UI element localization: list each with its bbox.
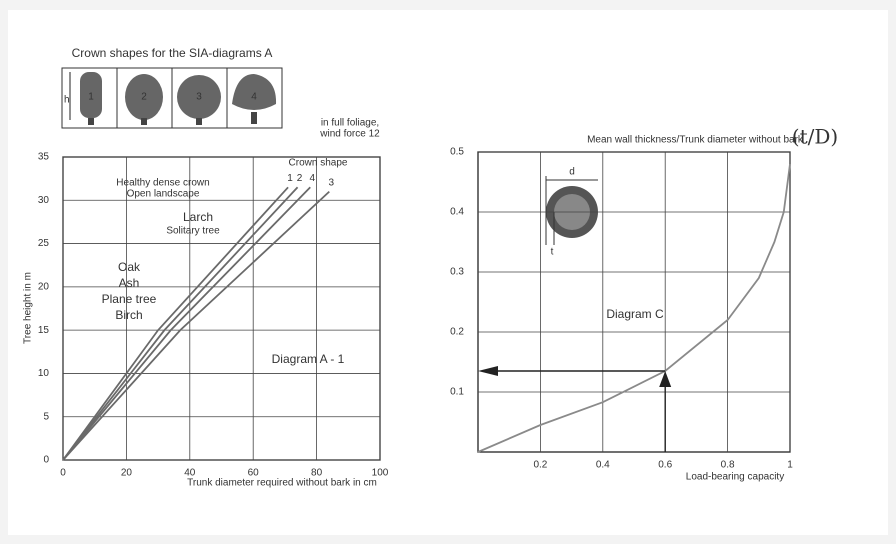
annotation: Birch	[115, 308, 142, 322]
crown-icon	[177, 75, 221, 119]
y-tick-label: 35	[38, 152, 50, 163]
y-tick-label: 30	[38, 195, 50, 206]
arrow-head	[659, 371, 672, 387]
x-axis-title: Trunk diameter required without bark in …	[187, 478, 377, 489]
data-line	[62, 186, 289, 461]
data-line	[62, 186, 311, 461]
crown-number: 3	[196, 92, 202, 103]
y-tick-label: 10	[38, 368, 50, 379]
crown-icon	[232, 74, 277, 110]
chart-title: Mean wall thickness/Trunk diameter witho…	[587, 135, 804, 146]
annotation: Ash	[119, 276, 140, 290]
x-tick-label: 20	[121, 468, 133, 479]
annotation: Plane tree	[102, 292, 157, 306]
x-tick-label: 100	[372, 468, 389, 479]
x-tick-label: 1	[787, 460, 793, 471]
y-tick-label: 0.5	[450, 147, 464, 158]
annotation: in full foliage,	[321, 118, 379, 129]
y-axis-title: Tree height in m	[23, 272, 34, 344]
crown-shape-panel	[61, 67, 283, 129]
x-tick-label: 40	[184, 468, 196, 479]
crown-number: 1	[88, 92, 94, 103]
data-line	[62, 190, 330, 461]
crown-number: 2	[141, 92, 147, 103]
series-label: 4	[309, 173, 315, 184]
x-tick-label: 0	[60, 468, 66, 479]
annotation: Solitary tree	[166, 226, 220, 237]
crown-number: 4	[251, 92, 257, 103]
annotation: Diagram A - 1	[272, 352, 345, 366]
x-tick-label: 0.4	[596, 460, 610, 471]
series-label: 1	[287, 173, 293, 184]
x-axis-title: Load-bearing capacity	[686, 472, 784, 483]
y-tick-label: 0.4	[450, 207, 464, 218]
y-tick-label: 0.3	[450, 267, 464, 278]
x-tick-label: 0.6	[658, 460, 672, 471]
trunk	[88, 118, 94, 125]
trunk	[141, 118, 147, 125]
trunk	[196, 118, 202, 125]
annotation: Oak	[118, 260, 141, 274]
arrow-head	[478, 366, 498, 376]
annotation: d	[569, 167, 575, 178]
y-tick-label: 0.1	[450, 387, 464, 398]
y-tick-label: 0	[43, 455, 49, 466]
annotation: t	[551, 247, 554, 258]
data-line	[477, 163, 791, 453]
height-label: h	[64, 95, 70, 106]
crown-icon	[125, 74, 163, 120]
series-label: 3	[328, 177, 334, 188]
y-tick-label: 0.2	[450, 327, 464, 338]
annotation: Healthy dense crown	[116, 178, 209, 189]
x-tick-label: 80	[311, 468, 323, 479]
annotation: Open landscape	[127, 189, 200, 200]
y-tick-label: 5	[43, 411, 49, 422]
crown-panel-title: Crown shapes for the SIA-diagrams A	[72, 46, 273, 60]
y-tick-label: 20	[38, 281, 50, 292]
x-tick-label: 0.2	[533, 460, 547, 471]
annotation: Larch	[183, 210, 213, 224]
annotation: wind force 12	[319, 129, 380, 140]
y-tick-label: 25	[38, 238, 50, 249]
handwritten-note: (t/D)	[792, 125, 838, 149]
trunk	[251, 112, 257, 124]
crown-icon	[80, 72, 102, 118]
y-tick-label: 15	[38, 325, 50, 336]
annotation: Diagram C	[606, 307, 664, 321]
series-label: 2	[297, 173, 303, 184]
annotation: Crown shape	[289, 158, 348, 169]
x-tick-label: 60	[248, 468, 260, 479]
x-tick-label: 0.8	[721, 460, 735, 471]
data-line	[62, 186, 299, 461]
